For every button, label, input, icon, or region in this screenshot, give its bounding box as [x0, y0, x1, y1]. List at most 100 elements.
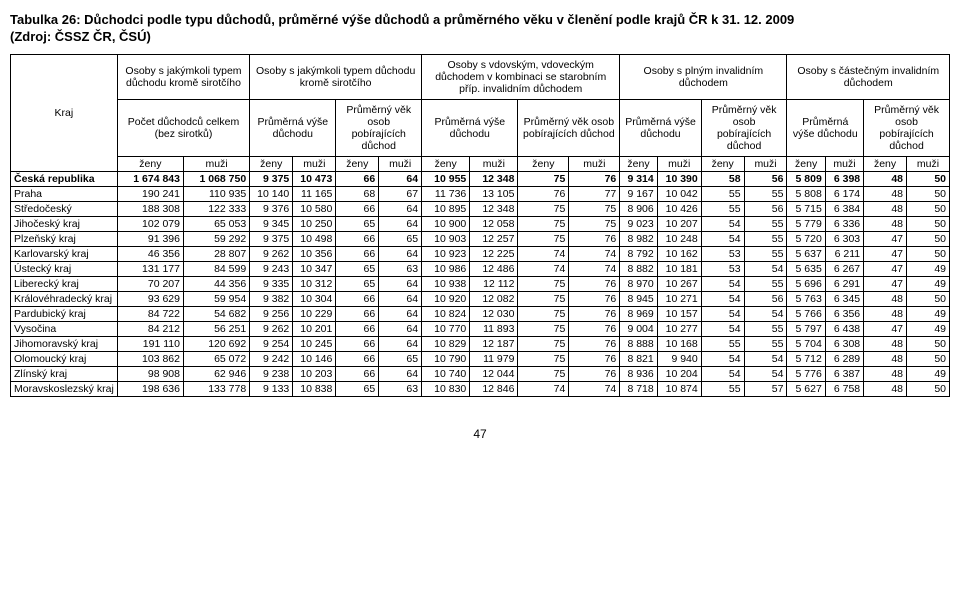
cell: 64	[379, 367, 422, 382]
cell: 10 874	[657, 382, 701, 397]
cell: 68	[336, 187, 379, 202]
cell: 66	[336, 292, 379, 307]
cell: 84 599	[183, 262, 249, 277]
cell: 9 375	[250, 232, 293, 247]
table-row: Zlínský kraj98 90862 9469 23810 20366641…	[11, 367, 950, 382]
cell: 10 140	[250, 187, 293, 202]
cell: 10 146	[293, 352, 336, 367]
cell: 12 058	[470, 217, 518, 232]
table-row: Vysočina84 21256 2519 26210 201666410 77…	[11, 322, 950, 337]
cell: 10 267	[657, 277, 701, 292]
row-kraj: Karlovarský kraj	[11, 247, 118, 262]
cell: 76	[569, 172, 620, 187]
cell: 55	[744, 247, 787, 262]
cell: 5 809	[787, 172, 825, 187]
gender-m: muži	[569, 157, 620, 172]
gender-f: ženy	[518, 157, 569, 172]
cell: 55	[701, 382, 744, 397]
gender-m: muži	[183, 157, 249, 172]
cell: 9 167	[620, 187, 657, 202]
cell: 48	[864, 202, 907, 217]
table-row: Královéhradecký kraj93 62959 9549 38210 …	[11, 292, 950, 307]
cell: 10 824	[422, 307, 470, 322]
cell: 5 627	[787, 382, 825, 397]
cell: 6 356	[825, 307, 863, 322]
gender-f: ženy	[787, 157, 825, 172]
cell: 66	[336, 202, 379, 217]
cell: 55	[744, 337, 787, 352]
cell: 10 770	[422, 322, 470, 337]
cell: 66	[336, 172, 379, 187]
cell: 12 348	[470, 172, 518, 187]
cell: 9 238	[250, 367, 293, 382]
cell: 48	[864, 367, 907, 382]
cell: 54	[744, 352, 787, 367]
gender-f: ženy	[701, 157, 744, 172]
cell: 76	[569, 337, 620, 352]
cell: 6 289	[825, 352, 863, 367]
cell: 50	[907, 202, 950, 217]
cell: 54	[701, 292, 744, 307]
gender-row: ženymužiženymužiženymužiženymužiženymuži…	[11, 157, 950, 172]
cell: 66	[336, 232, 379, 247]
cell: 75	[518, 172, 569, 187]
cell: 93 629	[117, 292, 183, 307]
cell: 5 637	[787, 247, 825, 262]
cell: 1 674 843	[117, 172, 183, 187]
cell: 10 250	[293, 217, 336, 232]
cell: 76	[569, 277, 620, 292]
gender-f: ženy	[336, 157, 379, 172]
cell: 66	[336, 307, 379, 322]
row-kraj: Zlínský kraj	[11, 367, 118, 382]
cell: 6 758	[825, 382, 863, 397]
table-row: Plzeňský kraj91 39659 2929 37510 4986665…	[11, 232, 950, 247]
cell: 63	[379, 382, 422, 397]
cell: 76	[569, 307, 620, 322]
cell: 10 157	[657, 307, 701, 322]
table-row: Praha190 241110 93510 14011 165686711 73…	[11, 187, 950, 202]
group-sub-4b: Průměrný věk osob pobírajících důchod	[864, 100, 950, 157]
cell: 64	[379, 277, 422, 292]
group-sub-4a: Průměrná výše důchodu	[787, 100, 864, 157]
cell: 9 345	[250, 217, 293, 232]
cell: 50	[907, 247, 950, 262]
cell: 47	[864, 262, 907, 277]
cell: 54	[744, 367, 787, 382]
cell: 10 838	[293, 382, 336, 397]
cell: 75	[518, 232, 569, 247]
cell: 10 201	[293, 322, 336, 337]
cell: 75	[518, 352, 569, 367]
cell: 8 970	[620, 277, 657, 292]
cell: 47	[864, 277, 907, 292]
cell: 75	[518, 217, 569, 232]
cell: 10 347	[293, 262, 336, 277]
cell: 6 174	[825, 187, 863, 202]
cell: 10 900	[422, 217, 470, 232]
cell: 10 203	[293, 367, 336, 382]
cell: 198 636	[117, 382, 183, 397]
gender-f: ženy	[620, 157, 657, 172]
row-kraj: Pardubický kraj	[11, 307, 118, 322]
cell: 9 262	[250, 322, 293, 337]
cell: 64	[379, 217, 422, 232]
cell: 9 243	[250, 262, 293, 277]
cell: 12 112	[470, 277, 518, 292]
cell: 74	[569, 247, 620, 262]
cell: 63	[379, 262, 422, 277]
row-kraj: Moravskoslezský kraj	[11, 382, 118, 397]
cell: 10 580	[293, 202, 336, 217]
cell: 59 954	[183, 292, 249, 307]
cell: 55	[701, 337, 744, 352]
group-top-4: Osoby s částečným invalidním důchodem	[787, 55, 950, 100]
cell: 11 736	[422, 187, 470, 202]
cell: 10 920	[422, 292, 470, 307]
cell: 54	[701, 322, 744, 337]
cell: 44 356	[183, 277, 249, 292]
cell: 66	[336, 247, 379, 262]
gender-m: muži	[744, 157, 787, 172]
cell: 10 277	[657, 322, 701, 337]
cell: 76	[569, 232, 620, 247]
cell: 47	[864, 232, 907, 247]
cell: 12 225	[470, 247, 518, 262]
cell: 5 797	[787, 322, 825, 337]
